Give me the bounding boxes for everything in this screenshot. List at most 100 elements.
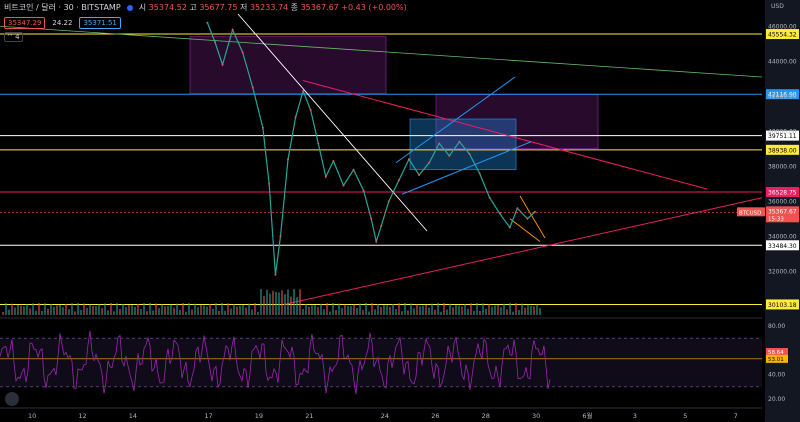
trend-line[interactable] xyxy=(302,80,708,190)
price-point[interactable] xyxy=(478,172,481,175)
price-point[interactable] xyxy=(206,21,209,24)
price-point[interactable] xyxy=(516,207,519,210)
volume-bar xyxy=(158,308,160,315)
level-price-label: 45554.32 xyxy=(768,32,797,39)
price-point[interactable] xyxy=(294,116,297,119)
volume-bar xyxy=(425,304,427,315)
volume-bar xyxy=(401,311,403,315)
trend-line[interactable] xyxy=(283,197,763,305)
volume-bar xyxy=(230,308,232,315)
price-point[interactable] xyxy=(526,217,529,220)
price-point[interactable] xyxy=(508,226,511,229)
level-price-label: 33484.30 xyxy=(768,243,797,250)
volume-bar xyxy=(464,304,466,315)
level-price-label: 42116.90 xyxy=(768,92,797,99)
trade-buttons: 35347.29 24.22 35371.51 xyxy=(4,17,121,29)
price-point[interactable] xyxy=(251,86,254,89)
volume-bar xyxy=(56,305,58,315)
volume-bar xyxy=(539,308,541,315)
volume-bar xyxy=(476,303,478,315)
volume-bar xyxy=(272,290,274,315)
trend-line[interactable] xyxy=(0,25,763,78)
price-point[interactable] xyxy=(498,212,501,215)
y-tick-label: 44000.00 xyxy=(768,58,797,65)
price-point[interactable] xyxy=(408,158,410,161)
buy-button[interactable]: 35371.51 xyxy=(79,17,121,29)
volume-bar xyxy=(221,303,223,315)
price-point[interactable] xyxy=(468,153,471,155)
volume-bar xyxy=(386,305,388,315)
price-point[interactable] xyxy=(370,217,373,220)
volume-bar xyxy=(5,303,7,315)
price-point[interactable] xyxy=(213,41,216,43)
volume-bar xyxy=(152,310,154,315)
volume-bar xyxy=(23,306,25,315)
price-point[interactable] xyxy=(488,196,491,199)
volume-bar xyxy=(518,309,520,315)
price-point[interactable] xyxy=(352,168,355,171)
volume-bar xyxy=(446,309,448,315)
price-point[interactable] xyxy=(362,189,365,192)
price-point[interactable] xyxy=(221,63,224,66)
price-point[interactable] xyxy=(268,182,271,185)
volume-bar xyxy=(119,309,121,315)
price-point[interactable] xyxy=(279,235,282,238)
price-point[interactable] xyxy=(231,28,234,31)
wedge-line[interactable] xyxy=(519,195,546,239)
price-point[interactable] xyxy=(448,154,451,157)
volume-bar xyxy=(284,294,286,315)
volume-bar xyxy=(431,303,433,315)
volume-bar xyxy=(344,304,346,315)
price-point[interactable] xyxy=(287,158,290,161)
volume-bar xyxy=(110,303,112,315)
volume-bar xyxy=(65,303,67,315)
sell-button[interactable]: 35347.29 xyxy=(4,17,46,29)
price-point[interactable] xyxy=(458,140,461,143)
channel-line[interactable] xyxy=(401,141,532,195)
volume-bar xyxy=(269,293,271,315)
collapse-indicators-button[interactable]: ^ 4 xyxy=(4,32,23,42)
price-point[interactable] xyxy=(418,174,421,176)
volume-bar xyxy=(155,303,157,315)
volume-bar xyxy=(533,306,535,315)
volume-bar xyxy=(362,310,364,315)
zone-box[interactable] xyxy=(435,94,599,150)
price-point[interactable] xyxy=(438,142,441,145)
volume-bar xyxy=(305,304,307,315)
rsi-line[interactable] xyxy=(0,330,551,395)
channel-line[interactable] xyxy=(395,76,516,164)
volume-bar xyxy=(449,303,451,315)
price-point[interactable] xyxy=(261,126,264,129)
price-point[interactable] xyxy=(387,200,390,203)
symbol-title[interactable]: 비트코인 / 달러 · 30 · BITSTAMP xyxy=(4,3,121,12)
price-point[interactable] xyxy=(534,210,536,213)
symbol-tag-label: BTCUSD xyxy=(739,210,761,216)
price-point[interactable] xyxy=(380,224,383,227)
price-point[interactable] xyxy=(302,90,305,92)
volume-bar xyxy=(53,306,55,315)
price-point[interactable] xyxy=(324,175,327,178)
price-point[interactable] xyxy=(428,161,431,164)
zone-box[interactable] xyxy=(409,118,517,171)
volume-bar xyxy=(389,306,391,315)
rsi-value-tag xyxy=(766,354,788,363)
price-point[interactable] xyxy=(397,179,400,182)
volume-bar xyxy=(86,307,88,315)
price-point[interactable] xyxy=(317,142,320,145)
volume-bar xyxy=(95,306,97,315)
price-point[interactable] xyxy=(342,184,345,187)
price-point[interactable] xyxy=(241,51,244,54)
price-point[interactable] xyxy=(375,240,378,243)
price-point[interactable] xyxy=(274,273,277,276)
price-point[interactable] xyxy=(332,160,335,162)
trend-line[interactable] xyxy=(237,13,428,232)
volume-bar xyxy=(209,304,211,315)
x-tick-label: 3 xyxy=(633,412,637,420)
wedge-line[interactable] xyxy=(509,218,541,242)
tradingview-logo-icon[interactable] xyxy=(5,392,19,406)
volume-bar xyxy=(410,303,412,315)
price-point[interactable] xyxy=(309,109,312,112)
volume-bar xyxy=(92,305,94,315)
volume-bar xyxy=(215,303,217,315)
